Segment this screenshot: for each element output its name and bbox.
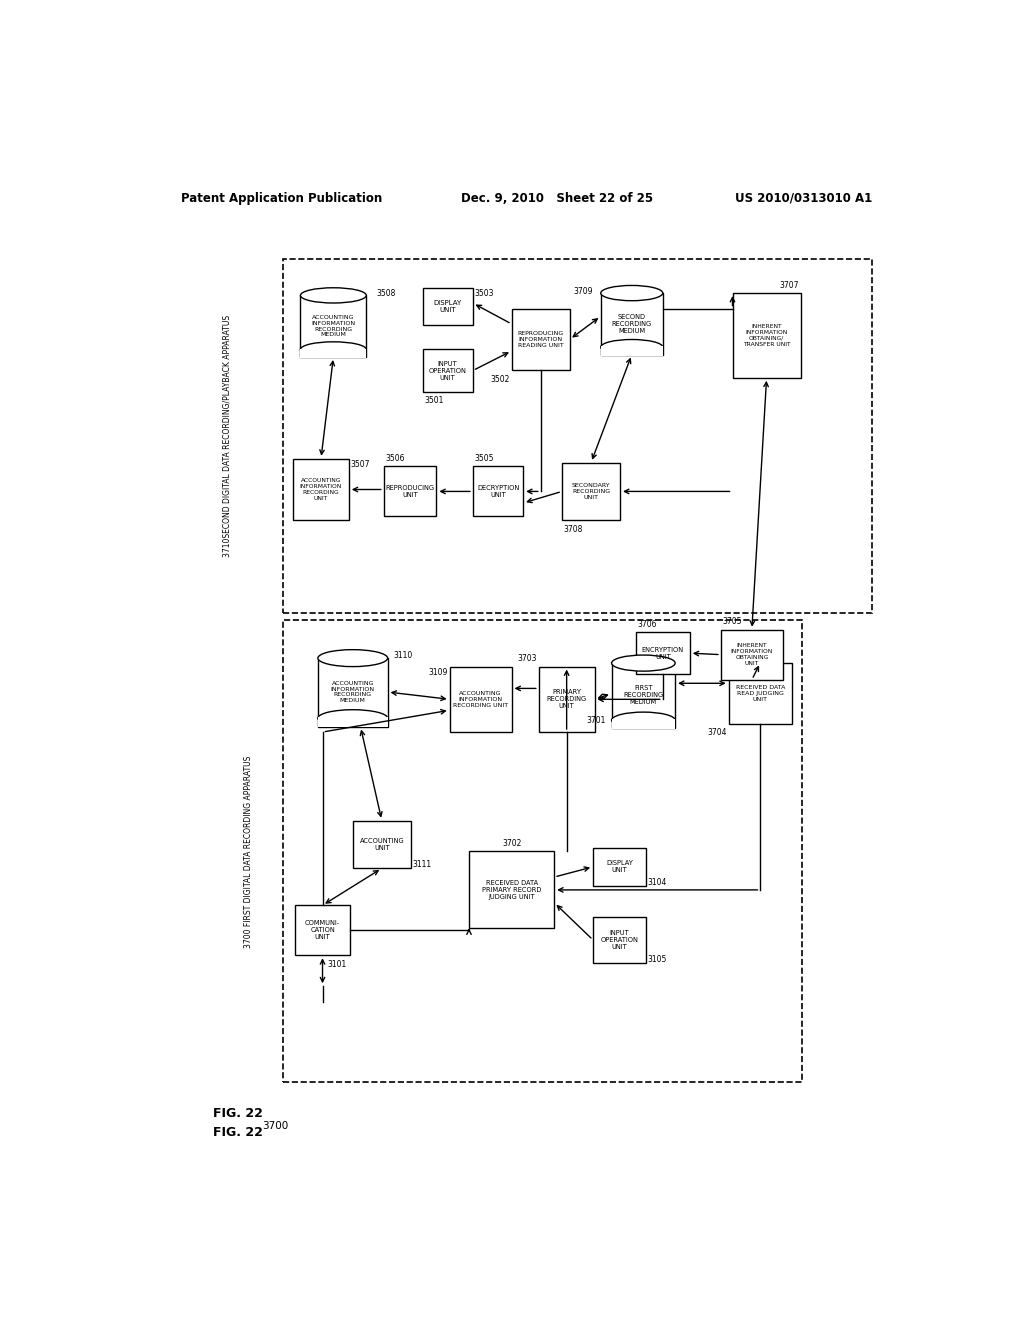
- Bar: [473, 466, 523, 516]
- Text: INHERENT
INFORMATION
OBTAINING/
TRANSFER UNIT: INHERENT INFORMATION OBTAINING/ TRANSFER…: [742, 325, 791, 347]
- Text: DISPLAY
UNIT: DISPLAY UNIT: [433, 300, 462, 313]
- Text: 3700 FIRST DIGITAL DATA RECORDING APPARATUS: 3700 FIRST DIGITAL DATA RECORDING APPARA…: [244, 755, 253, 948]
- Text: ACCOUNTING
INFORMATION
RECORDING
MEDIUM: ACCOUNTING INFORMATION RECORDING MEDIUM: [311, 315, 355, 338]
- Text: 3702: 3702: [502, 840, 521, 849]
- Text: 3506: 3506: [385, 454, 404, 463]
- Text: 3701: 3701: [587, 715, 606, 725]
- Bar: [300, 348, 367, 358]
- Text: 3705: 3705: [722, 618, 742, 627]
- Bar: [539, 667, 595, 733]
- Text: REPRODUCING
UNIT: REPRODUCING UNIT: [386, 484, 434, 498]
- Text: SECOND
RECORDING
MEDIUM: SECOND RECORDING MEDIUM: [611, 314, 652, 334]
- Text: ACCOUNTING
INFORMATION
RECORDING
MEDIUM: ACCOUNTING INFORMATION RECORDING MEDIUM: [331, 681, 375, 704]
- Text: 3710SECOND DIGITAL DATA RECORDING/PLAYBACK APPARATUS: 3710SECOND DIGITAL DATA RECORDING/PLAYBA…: [222, 314, 231, 557]
- Ellipse shape: [611, 655, 675, 671]
- Text: 3110: 3110: [393, 651, 413, 660]
- Bar: [721, 630, 783, 680]
- Text: 3111: 3111: [413, 861, 431, 869]
- Text: REPRODUCING
INFORMATION
READING UNIT: REPRODUCING INFORMATION READING UNIT: [517, 331, 564, 347]
- Text: 3707: 3707: [779, 281, 799, 290]
- Bar: [293, 459, 349, 520]
- Text: 3101: 3101: [328, 960, 346, 969]
- Ellipse shape: [317, 649, 388, 667]
- Text: FIG. 22: FIG. 22: [213, 1126, 263, 1139]
- Bar: [352, 821, 411, 869]
- Text: 3503: 3503: [474, 289, 494, 298]
- Text: 3508: 3508: [376, 289, 395, 298]
- Text: DECRYPTION
UNIT: DECRYPTION UNIT: [477, 484, 519, 498]
- Text: 3706: 3706: [637, 620, 656, 628]
- Bar: [512, 309, 569, 370]
- Bar: [601, 346, 663, 355]
- Text: INPUT
OPERATION
UNIT: INPUT OPERATION UNIT: [600, 931, 638, 950]
- Bar: [601, 293, 663, 355]
- Text: RECEIVED DATA
READ JUDGING
UNIT: RECEIVED DATA READ JUDGING UNIT: [735, 685, 785, 702]
- Bar: [283, 620, 802, 1082]
- Bar: [611, 663, 675, 729]
- Bar: [593, 847, 646, 886]
- Text: 3501: 3501: [424, 396, 443, 405]
- Text: ACCOUNTING
INFORMATION
RECORDING UNIT: ACCOUNTING INFORMATION RECORDING UNIT: [453, 692, 508, 708]
- Bar: [300, 296, 367, 358]
- Bar: [450, 667, 512, 733]
- Bar: [562, 462, 621, 520]
- Bar: [611, 719, 675, 729]
- Text: ACCOUNTING
UNIT: ACCOUNTING UNIT: [359, 838, 404, 851]
- Text: 3700: 3700: [262, 1121, 289, 1130]
- Bar: [283, 259, 872, 612]
- Text: RECEIVED DATA
PRIMARY RECORD
JUDGING UNIT: RECEIVED DATA PRIMARY RECORD JUDGING UNI…: [482, 880, 542, 900]
- Text: Dec. 9, 2010   Sheet 22 of 25: Dec. 9, 2010 Sheet 22 of 25: [461, 191, 653, 205]
- Text: Patent Application Publication: Patent Application Publication: [180, 191, 382, 205]
- Text: 3709: 3709: [573, 288, 593, 296]
- Text: PRIMARY
RECORDING
UNIT: PRIMARY RECORDING UNIT: [547, 689, 587, 709]
- Bar: [317, 718, 388, 727]
- Ellipse shape: [601, 285, 663, 301]
- Text: ENCRYPTION
UNIT: ENCRYPTION UNIT: [642, 647, 684, 660]
- Text: 3708: 3708: [563, 525, 583, 535]
- Text: 3105: 3105: [647, 954, 667, 964]
- Text: 3505: 3505: [474, 454, 494, 463]
- Text: INHERENT
INFORMATION
OBTAINING
UNIT: INHERENT INFORMATION OBTAINING UNIT: [731, 643, 773, 665]
- Bar: [317, 659, 388, 726]
- Text: FIRST
RECORDING
MEDIUM: FIRST RECORDING MEDIUM: [624, 685, 664, 705]
- Ellipse shape: [317, 710, 388, 726]
- Text: COMMUNI-
CATION
UNIT: COMMUNI- CATION UNIT: [305, 920, 340, 940]
- Bar: [593, 917, 646, 964]
- Ellipse shape: [300, 288, 367, 304]
- Text: 3703: 3703: [518, 655, 538, 664]
- Bar: [423, 350, 473, 392]
- Text: 3507: 3507: [350, 461, 370, 470]
- Text: US 2010/0313010 A1: US 2010/0313010 A1: [735, 191, 872, 205]
- Bar: [423, 288, 473, 325]
- Text: DISPLAY
UNIT: DISPLAY UNIT: [606, 861, 633, 874]
- Bar: [469, 851, 554, 928]
- Ellipse shape: [601, 339, 663, 355]
- Ellipse shape: [611, 711, 675, 729]
- Text: FIG. 22: FIG. 22: [213, 1106, 263, 1119]
- Text: ACCOUNTING
INFORMATION
RECORDING
UNIT: ACCOUNTING INFORMATION RECORDING UNIT: [300, 478, 342, 500]
- Bar: [295, 906, 350, 956]
- Text: 3704: 3704: [708, 727, 727, 737]
- Bar: [729, 663, 793, 725]
- Bar: [636, 632, 690, 675]
- Text: 3502: 3502: [490, 375, 510, 384]
- Ellipse shape: [300, 342, 367, 358]
- Text: 3104: 3104: [647, 878, 667, 887]
- Bar: [732, 293, 801, 378]
- Text: INPUT
OPERATION
UNIT: INPUT OPERATION UNIT: [429, 360, 467, 380]
- Text: 3109: 3109: [429, 668, 449, 677]
- Bar: [384, 466, 436, 516]
- Text: SECONDARY
RECORDING
UNIT: SECONDARY RECORDING UNIT: [571, 483, 610, 500]
